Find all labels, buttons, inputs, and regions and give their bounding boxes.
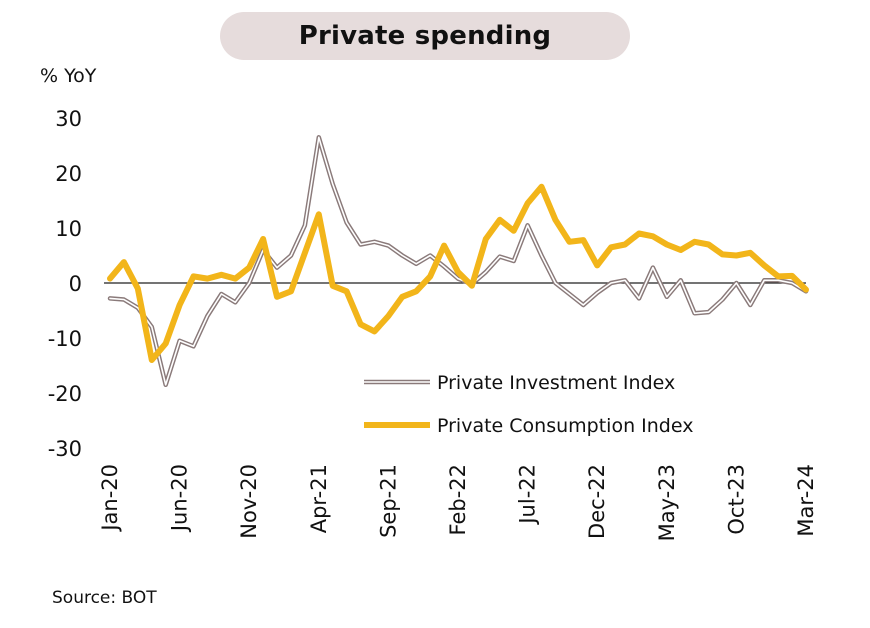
x-tick-label: Apr-21 <box>307 464 331 533</box>
y-tick-label: -30 <box>48 437 82 461</box>
series-line-consumption <box>107 183 809 363</box>
source-note: Source: BOT <box>52 588 157 608</box>
x-tick-label: Jul-22 <box>516 464 540 526</box>
x-tick-label: Jan-20 <box>98 464 122 533</box>
x-tick-label: Oct-23 <box>724 464 748 535</box>
x-tick-label: Jun-20 <box>168 464 192 533</box>
y-axis-label: % YoY <box>40 65 97 87</box>
y-tick-label: 20 <box>55 162 82 186</box>
x-tick-label: Dec-22 <box>585 464 609 539</box>
chart-title-pill: Private spending <box>220 12 630 60</box>
x-tick-label: Nov-20 <box>237 464 261 539</box>
chart-title: Private spending <box>298 21 552 51</box>
y-tick-label: 30 <box>55 107 82 131</box>
y-tick-label: -10 <box>48 327 82 351</box>
x-tick-label: Feb-22 <box>446 464 470 535</box>
x-tick-label: Sep-21 <box>376 464 400 538</box>
series-line-investment <box>109 136 807 386</box>
y-tick-label: 0 <box>69 272 82 296</box>
x-tick-label: May-23 <box>655 464 679 541</box>
y-tick-label: -20 <box>48 382 82 406</box>
legend-label: Private Consumption Index <box>437 415 693 437</box>
legend-label: Private Investment Index <box>437 372 675 394</box>
series-line-investment-outline <box>107 135 809 388</box>
x-tick-label: Mar-24 <box>794 464 818 537</box>
y-tick-label: 10 <box>55 217 82 241</box>
